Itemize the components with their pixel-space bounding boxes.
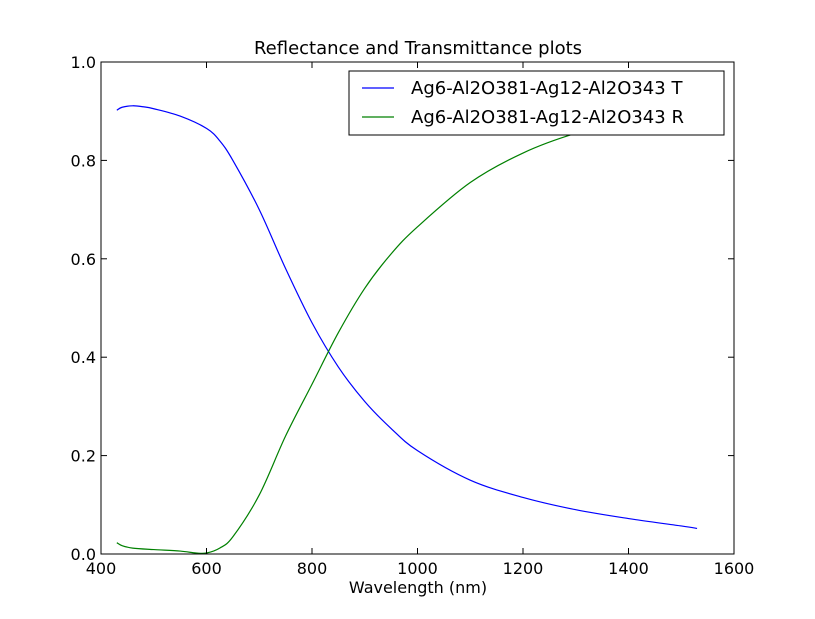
y-tick-label-5: 1.0 [71, 53, 96, 72]
y-tick-label-3: 0.6 [71, 250, 96, 269]
series-line-transmittance [116, 105, 698, 530]
plot-area-frame [100, 61, 735, 555]
x-tick-label-0: 400 [86, 559, 117, 578]
series-layer [116, 105, 698, 554]
x-tick-label-4: 1200 [503, 559, 544, 578]
x-tick-label-1: 600 [191, 559, 222, 578]
y-tick-label-2: 0.4 [71, 348, 96, 367]
x-tick-label-5: 1400 [608, 559, 649, 578]
chart-title: Reflectance and Transmittance plots [254, 38, 582, 59]
x-axis-label: Wavelength (nm) [349, 578, 487, 597]
y-tick-label-4: 0.8 [71, 151, 96, 170]
y-tick-label-1: 0.2 [71, 447, 96, 466]
legend-frame [348, 70, 725, 136]
legend-label-reflectance: Ag6-Al2O381-Ag12-Al2O343 R [411, 107, 684, 128]
series-line-reflectance [116, 108, 698, 554]
legend: Ag6-Al2O381-Ag12-Al2O343 T Ag6-Al2O381-A… [348, 70, 725, 136]
x-tick-label-3: 1000 [397, 559, 438, 578]
legend-label-transmittance: Ag6-Al2O381-Ag12-Al2O343 T [411, 78, 683, 99]
x-tick-label-6: 1600 [714, 559, 755, 578]
ticks-layer: 400 600 800 1000 1200 1400 1600 0.0 0.2 0.4 0.6 0.8… [71, 53, 755, 578]
x-tick-label-2: 800 [297, 559, 328, 578]
y-tick-label-0: 0.0 [71, 545, 96, 564]
